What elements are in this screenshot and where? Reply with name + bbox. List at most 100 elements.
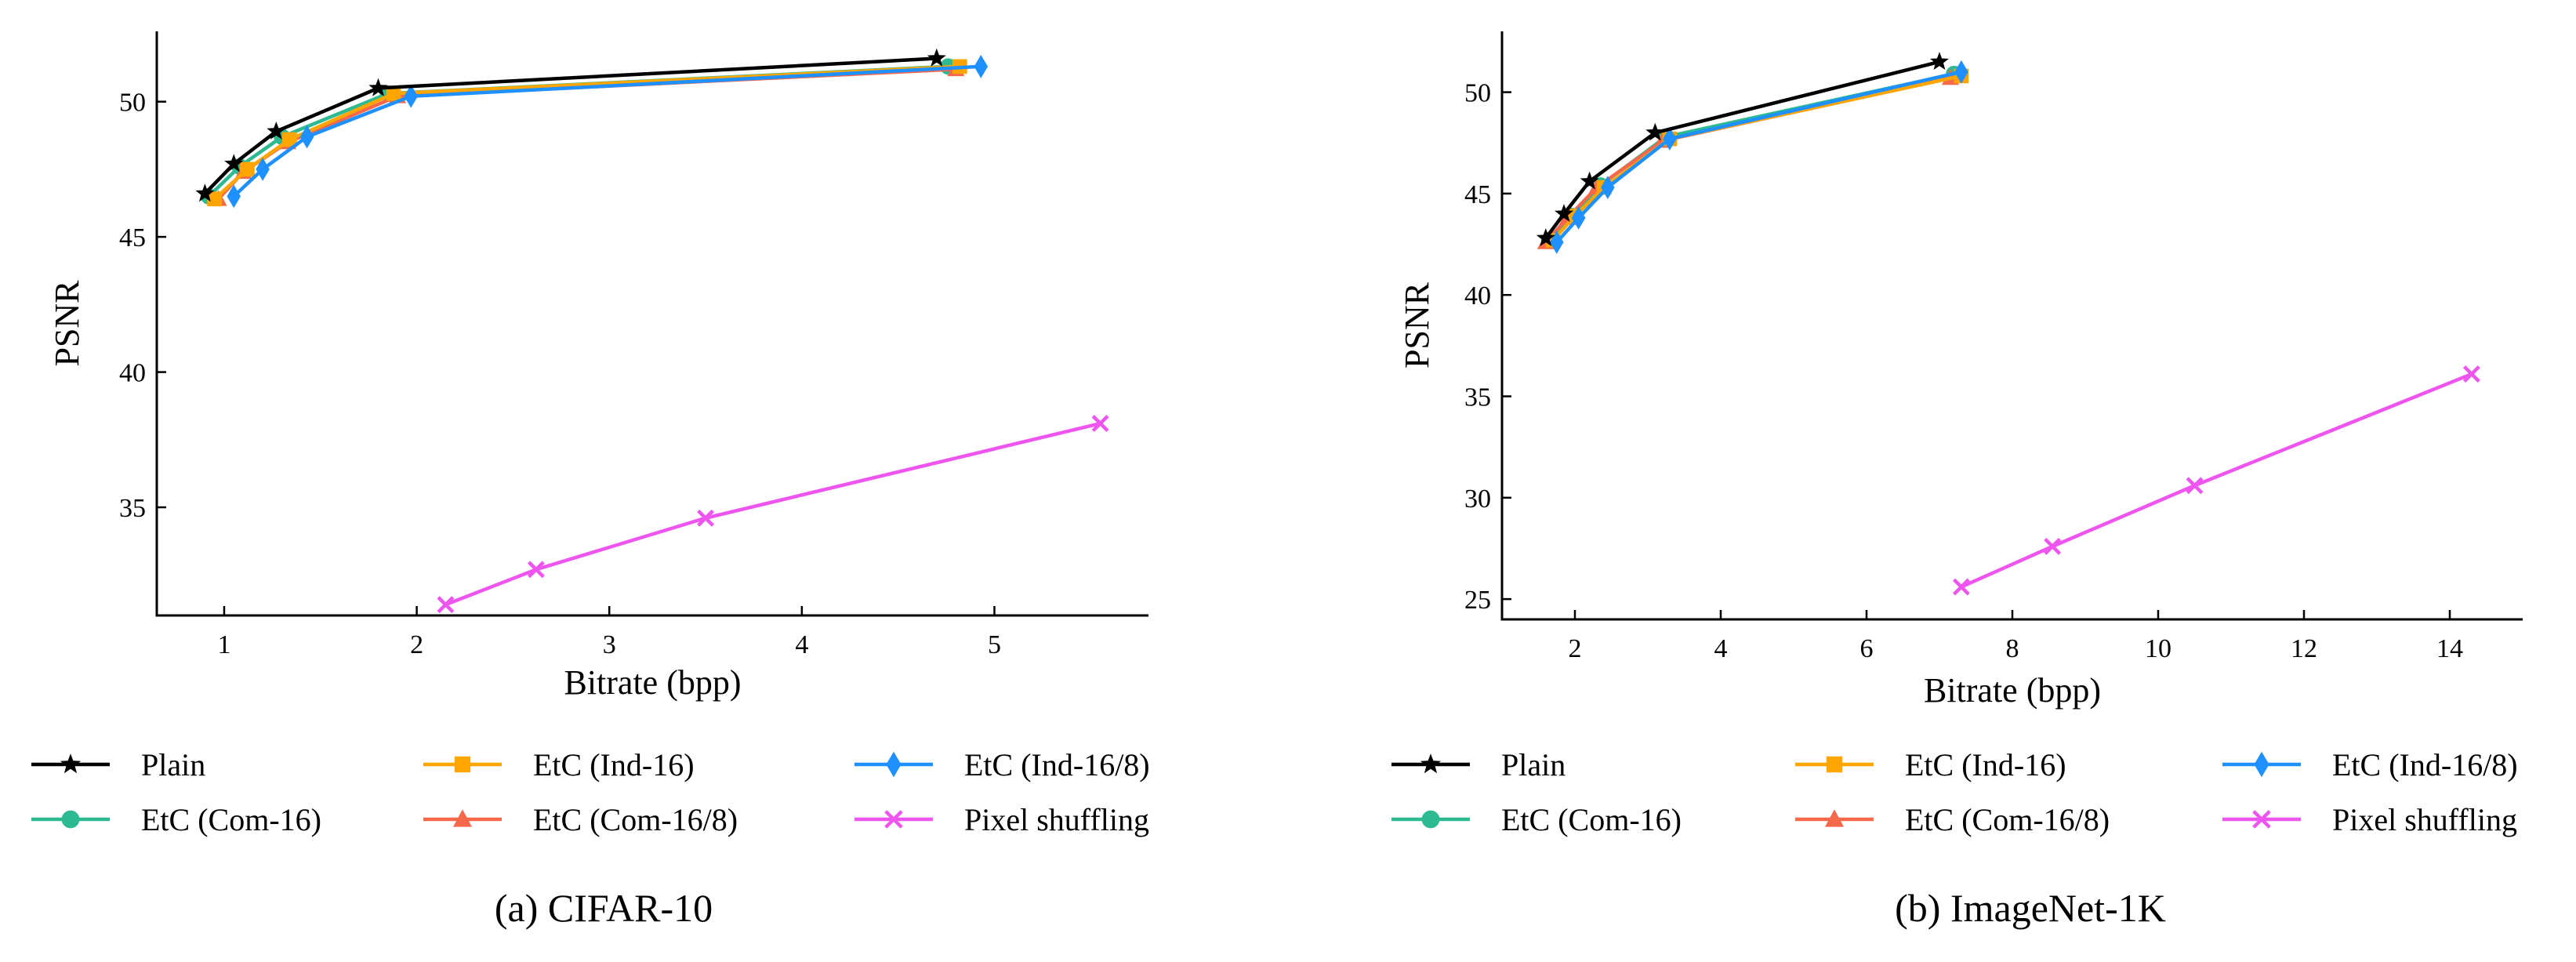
x-tick-label: 2 <box>410 630 423 659</box>
figure-caption: (a) CIFAR-10 <box>495 886 713 930</box>
legend-item-plain: Plain <box>1391 747 1566 782</box>
series-plain <box>1536 52 1949 246</box>
legend-item-etc-ind-16: EtC (Ind-16) <box>423 747 695 782</box>
y-tick-label: 45 <box>1464 180 1491 209</box>
legend-item-etc-ind-16-8: EtC (Ind-16/8) <box>854 747 1150 782</box>
x-tick-label: 2 <box>1569 634 1582 663</box>
legend-label: EtC (Ind-16/8) <box>2332 747 2518 782</box>
axis-spines <box>155 31 1148 617</box>
x-tick-label: 4 <box>795 630 808 659</box>
data-point-etc-ind-16 <box>386 85 401 101</box>
data-point-etc-ind-16-8 <box>1954 60 1968 84</box>
data-point-plain <box>195 183 215 202</box>
x-tick-label: 14 <box>2436 634 2463 663</box>
x-axis-label: Bitrate (bpp) <box>1924 671 2101 710</box>
data-point-pixel-shuffling <box>437 596 455 614</box>
figure-caption: (b) ImageNet-1K <box>1895 886 2166 930</box>
y-tick-label: 40 <box>119 359 146 388</box>
legend-item-etc-ind-16: EtC (Ind-16) <box>1795 747 2066 782</box>
series-etc-com-16 <box>1541 65 1963 249</box>
series-line-etc-com-16-8 <box>1544 76 1951 244</box>
x-tick-label: 10 <box>2145 634 2171 663</box>
series-line-etc-com-16 <box>1547 72 1955 241</box>
data-point-etc-ind-16-8 <box>1663 127 1677 151</box>
series-etc-ind-16-8 <box>1549 60 1968 254</box>
series-line-etc-ind-16 <box>1551 74 1962 241</box>
x-tick-label: 1 <box>217 630 230 659</box>
series-line-pixel-shuffling <box>444 421 1101 607</box>
legend-marker-etc-com-16-8 <box>453 809 472 827</box>
data-point-etc-ind-16 <box>240 162 255 177</box>
data-point-etc-ind-16-8 <box>1601 176 1615 199</box>
series-etc-com-16-8 <box>209 60 965 206</box>
data-point-pixel-shuffling <box>2044 537 2062 555</box>
data-point-pixel-shuffling <box>2462 365 2480 383</box>
legend-item-plain: Plain <box>31 747 205 782</box>
series-line-etc-ind-16-8 <box>1555 70 1962 244</box>
legend-item-etc-com-16: EtC (Com-16) <box>1391 802 1682 837</box>
y-tick-label: 30 <box>1464 485 1491 514</box>
data-point-etc-ind-16-8 <box>1571 206 1586 230</box>
data-point-pixel-shuffling <box>1091 415 1109 433</box>
legend-marker-etc-ind-16-8 <box>2254 751 2269 778</box>
x-tick-label: 6 <box>1860 634 1874 663</box>
legend-marker-plain <box>1420 753 1442 774</box>
data-point-plain <box>1645 122 1665 141</box>
x-axis-label: Bitrate (bpp) <box>564 663 741 702</box>
legend-marker-pixel-shuffling <box>884 810 903 829</box>
legend-item-pixel-shuffling: Pixel shuffling <box>854 802 1149 837</box>
legend-label: EtC (Com-16/8) <box>533 802 738 837</box>
data-point-etc-ind-16-8 <box>256 158 270 181</box>
legend-label: Pixel shuffling <box>2332 802 2517 837</box>
legend-label: Plain <box>141 747 205 782</box>
data-point-pixel-shuffling <box>1952 578 1970 596</box>
data-point-etc-ind-16-8 <box>299 125 314 149</box>
legend-item-etc-ind-16-8: EtC (Ind-16/8) <box>2222 747 2518 782</box>
legend-marker-etc-com-16-8 <box>1825 809 1844 827</box>
series-plain <box>195 48 946 202</box>
y-tick-label: 50 <box>119 89 146 118</box>
data-point-etc-ind-16 <box>282 132 297 147</box>
legend-label: Plain <box>1501 747 1566 782</box>
legend-item-etc-com-16-8: EtC (Com-16/8) <box>423 802 738 837</box>
legend-label: EtC (Ind-16) <box>1905 747 2066 782</box>
series-pixel-shuffling <box>437 415 1109 614</box>
legend-label: EtC (Com-16/8) <box>1905 802 2110 837</box>
series-pixel-shuffling <box>1952 365 2480 596</box>
x-tick-label: 3 <box>603 630 616 659</box>
data-point-plain <box>224 154 244 172</box>
data-point-plain <box>1930 52 1949 70</box>
y-tick-label: 50 <box>1464 79 1491 108</box>
legend-marker-plain <box>60 753 82 774</box>
series-etc-ind-16-8 <box>227 54 989 209</box>
y-tick-label: 35 <box>119 494 146 523</box>
series-line-plain <box>203 56 937 195</box>
x-tick-label: 12 <box>2291 634 2317 663</box>
legend-label: EtC (Com-16) <box>1501 802 1682 837</box>
data-point-plain <box>1580 171 1599 190</box>
y-tick-label: 35 <box>1464 383 1491 412</box>
series-line-pixel-shuffling <box>1960 372 2473 589</box>
data-point-plain <box>267 122 286 140</box>
y-tick-label: 40 <box>1464 281 1491 310</box>
x-tick-label: 8 <box>2006 634 2019 663</box>
data-point-pixel-shuffling <box>697 509 714 527</box>
chart-panel-imagenet1k: 2 4 6 8 10 12 14 25 30 35 40 45 50 Bitrate (bpp) PSNR P… <box>1391 31 2523 930</box>
legend-item-etc-com-16-8: EtC (Com-16/8) <box>1795 802 2110 837</box>
y-tick-label: 25 <box>1464 586 1491 615</box>
data-point-plain <box>368 78 388 96</box>
legend-label: EtC (Ind-16/8) <box>964 747 1150 782</box>
legend-label: EtC (Ind-16) <box>533 747 695 782</box>
legend-marker-etc-com-16 <box>1421 810 1440 829</box>
x-tick-label: 5 <box>988 630 1001 659</box>
series-etc-ind-16 <box>1545 68 1969 248</box>
legend-marker-etc-ind-16 <box>1826 756 1843 773</box>
data-point-plain <box>1555 204 1574 222</box>
y-axis-label: PSNR <box>48 280 86 367</box>
data-point-pixel-shuffling <box>527 561 545 579</box>
series-etc-com-16-8 <box>1537 68 1959 249</box>
data-point-plain <box>1536 228 1555 246</box>
legend-label: EtC (Com-16) <box>141 802 321 837</box>
